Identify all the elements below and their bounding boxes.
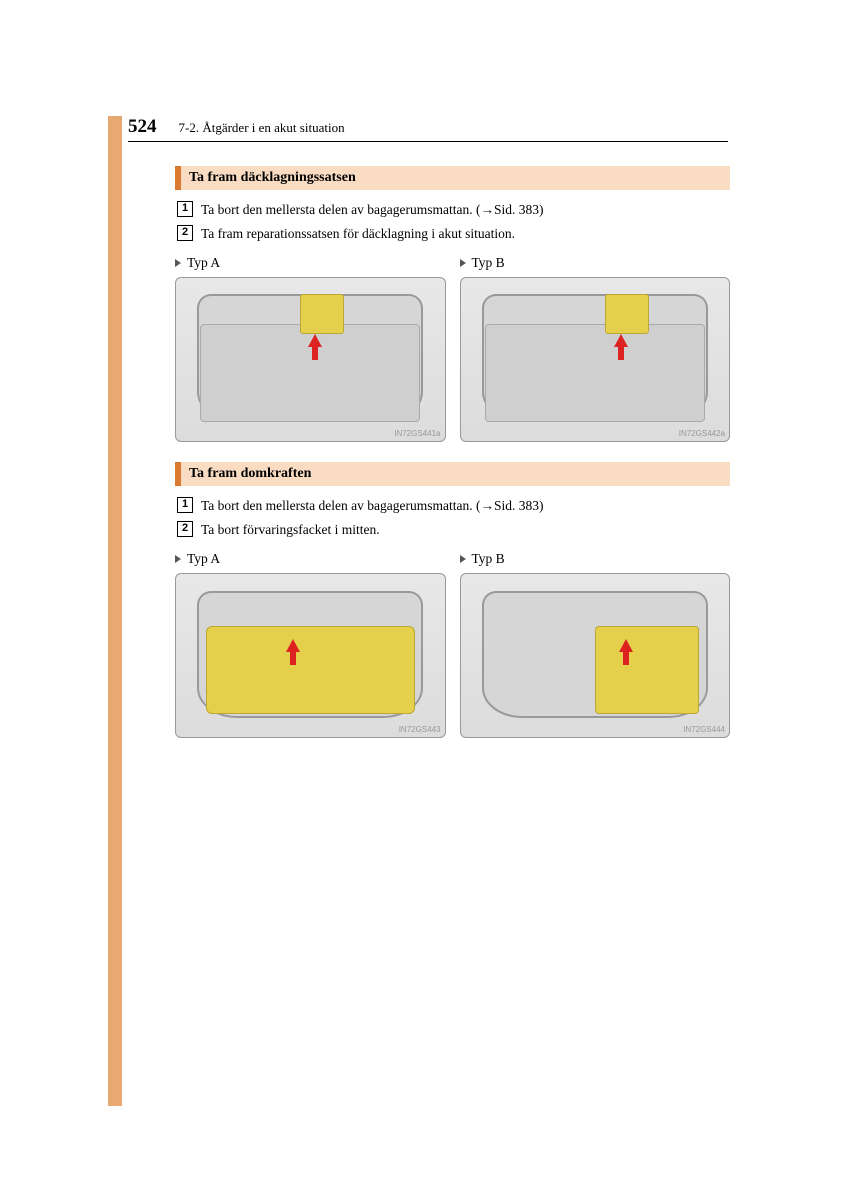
arrow-up-icon: [308, 334, 322, 347]
step-row: 2 Ta fram reparationssatsen för däcklagn…: [177, 224, 730, 244]
diagram-code: IN72GS441a: [394, 429, 440, 438]
repair-kit-icon: [300, 294, 344, 334]
step-number-icon: 1: [177, 201, 193, 217]
type-label: Typ B: [460, 551, 731, 567]
type-label: Typ A: [175, 255, 446, 271]
manual-page: 524 7-2. Åtgärder i en akut situation Ta…: [0, 0, 848, 1200]
step-row: 1 Ta bort den mellersta delen av bagager…: [177, 496, 730, 516]
step-row: 1 Ta bort den mellersta delen av bagager…: [177, 200, 730, 220]
repair-kit-icon: [605, 294, 649, 334]
step-number-icon: 2: [177, 521, 193, 537]
step-text: Ta bort förvaringsfacket i mitten.: [201, 520, 380, 540]
type-b-column: Typ B IN72GS442a: [460, 255, 731, 442]
trunk-diagram-typ-b: IN72GS442a: [460, 277, 731, 442]
type-b-column: Typ B IN72GS444: [460, 551, 731, 738]
chapter-title: 7-2. Åtgärder i en akut situation: [179, 120, 345, 136]
arrow-up-icon: [619, 639, 633, 652]
page-number: 524: [128, 116, 157, 138]
diagram-code: IN72GS443: [399, 725, 441, 734]
type-a-column: Typ A IN72GS443: [175, 551, 446, 738]
triangle-bullet-icon: [460, 259, 466, 267]
step-text: Ta bort den mellersta delen av bagagerum…: [201, 496, 543, 516]
trunk-diagram-typ-a: IN72GS443: [175, 573, 446, 738]
diagram-row: Typ A IN72GS441a Typ B: [175, 255, 730, 442]
arrow-up-icon: [614, 334, 628, 347]
triangle-bullet-icon: [460, 555, 466, 563]
diagram-code: IN72GS442a: [679, 429, 725, 438]
step-number-icon: 2: [177, 225, 193, 241]
type-label-text: Typ A: [187, 255, 220, 271]
type-label-text: Typ B: [472, 551, 505, 567]
page-content: Ta fram däcklagningssatsen 1 Ta bort den…: [175, 160, 730, 738]
triangle-bullet-icon: [175, 259, 181, 267]
step-text: Ta fram reparationssatsen för däcklagnin…: [201, 224, 515, 244]
triangle-bullet-icon: [175, 555, 181, 563]
type-label-text: Typ B: [472, 255, 505, 271]
trunk-compartment: [485, 324, 705, 422]
section-heading-1: Ta fram däcklagningssatsen: [175, 166, 730, 190]
trunk-diagram-typ-b: IN72GS444: [460, 573, 731, 738]
arrow-up-icon: [286, 639, 300, 652]
type-label: Typ A: [175, 551, 446, 567]
type-label-text: Typ A: [187, 551, 220, 567]
type-a-column: Typ A IN72GS441a: [175, 255, 446, 442]
side-accent-bar: [108, 116, 122, 1106]
step-number-icon: 1: [177, 497, 193, 513]
trunk-diagram-typ-a: IN72GS441a: [175, 277, 446, 442]
diagram-row: Typ A IN72GS443 Typ B IN7: [175, 551, 730, 738]
storage-tray-icon: [595, 626, 700, 714]
step-text: Ta bort den mellersta delen av bagagerum…: [201, 200, 543, 220]
diagram-code: IN72GS444: [683, 725, 725, 734]
storage-tray-icon: [206, 626, 415, 714]
heading-text: Ta fram däcklagningssatsen: [181, 166, 730, 190]
page-header: 524 7-2. Åtgärder i en akut situation: [128, 116, 345, 138]
type-label: Typ B: [460, 255, 731, 271]
step-row: 2 Ta bort förvaringsfacket i mitten.: [177, 520, 730, 540]
section-heading-2: Ta fram domkraften: [175, 462, 730, 486]
heading-text: Ta fram domkraften: [181, 462, 730, 486]
header-underline: [128, 141, 728, 142]
